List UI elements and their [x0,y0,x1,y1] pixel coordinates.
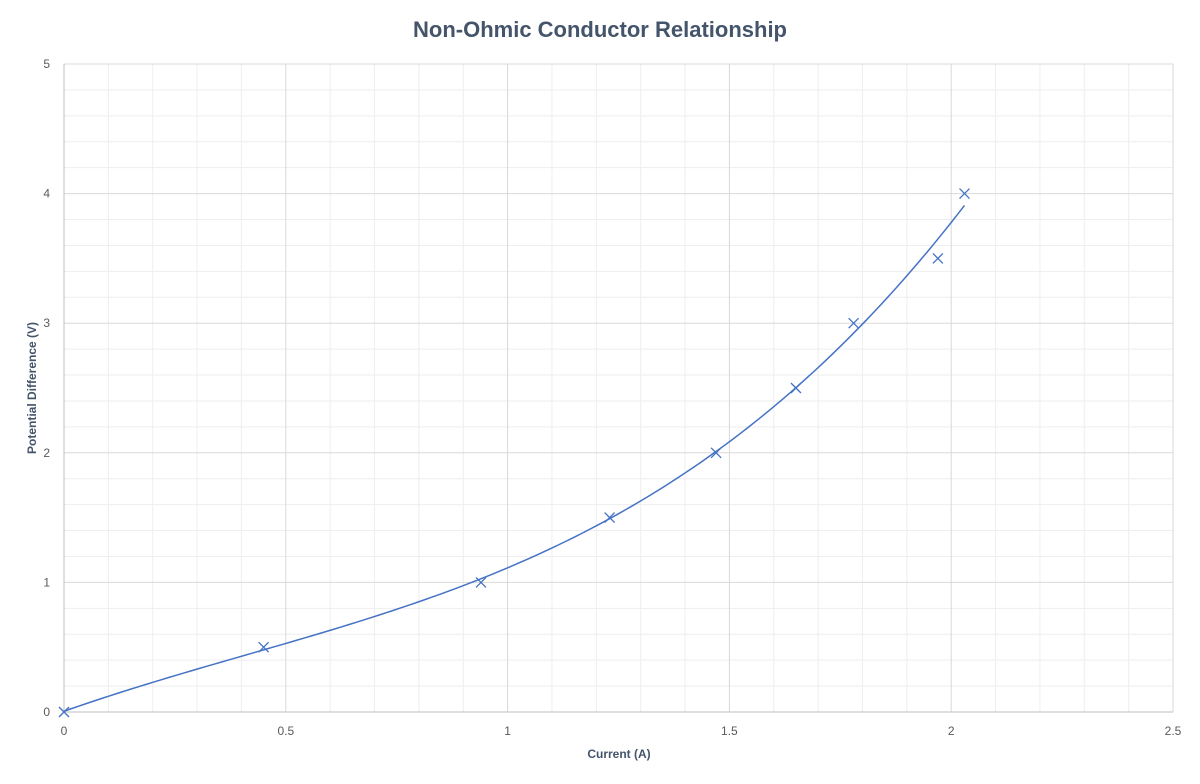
trendline-group [63,204,966,712]
y-tick-label: 5 [43,57,50,71]
x-tick-label: 1.5 [721,724,738,738]
y-axis-label: Potential Difference (V) [25,322,39,454]
axes [63,64,1173,713]
data-point-stroke [932,252,944,264]
major-gridlines [63,63,1174,713]
x-axis-label: Current (A) [587,747,650,761]
y-tick-label: 1 [43,575,50,589]
chart-title: Non-Ohmic Conductor Relationship [413,17,787,42]
data-point [58,706,70,718]
data-point [848,317,860,329]
data-point [604,512,616,524]
data-point-stroke [790,382,802,394]
x-tick-label: 0 [61,724,68,738]
data-points [58,188,970,718]
data-point [258,641,270,653]
data-point [932,252,944,264]
x-tick-label: 1 [504,724,511,738]
tick-labels: 0 0.5 1 1.5 2 2.5 0 1 2 3 4 5 [43,57,1181,738]
x-tick-label: 2.5 [1165,724,1182,738]
y-tick-label: 3 [43,316,50,330]
minor-gridlines [64,64,1173,712]
data-point-stroke [58,706,70,718]
data-point-stroke [848,317,860,329]
data-point [475,576,487,588]
data-point-stroke [475,576,487,588]
data-point-stroke [258,641,270,653]
y-tick-label: 2 [43,446,50,460]
data-point [790,382,802,394]
data-point-stroke [604,512,616,524]
x-tick-label: 2 [948,724,955,738]
data-point-stroke [710,447,722,459]
x-tick-label: 0.5 [277,724,294,738]
data-point [710,447,722,459]
trendline [63,204,966,712]
y-tick-label: 0 [43,705,50,719]
y-tick-label: 4 [43,187,50,201]
data-point-stroke [959,188,970,200]
data-point [959,188,970,200]
